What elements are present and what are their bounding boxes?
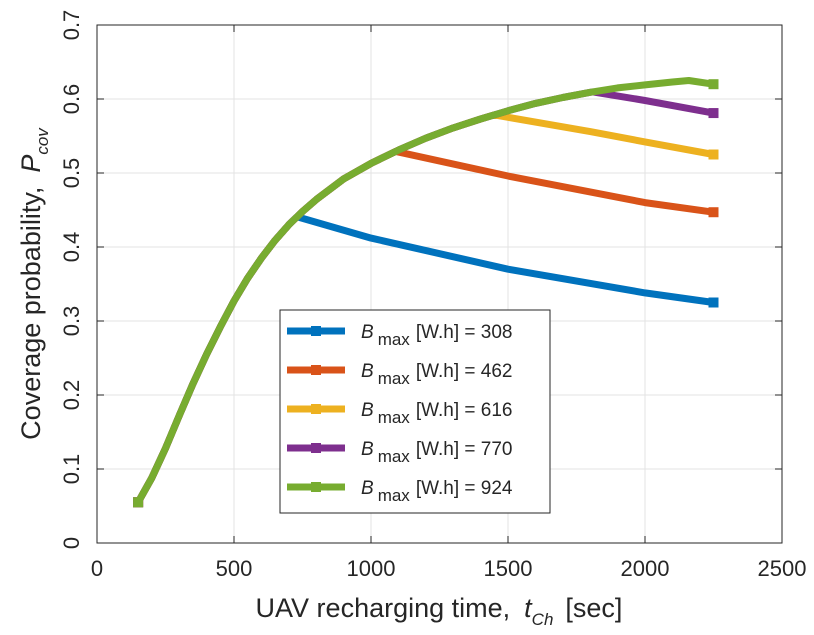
legend-swatch-marker [311, 326, 321, 336]
legend-swatch-marker [311, 443, 321, 453]
y-tick-label: 0 [59, 537, 84, 549]
y-tick-label: 0.6 [59, 84, 84, 115]
series-line [135, 77, 715, 505]
y-tick-label: 0.7 [59, 10, 84, 41]
x-tick-label: 500 [216, 556, 253, 581]
series-endpoint-marker [708, 297, 719, 308]
x-tick-label: 2000 [621, 556, 670, 581]
x-axis-ticks: 0 500 1000 1500 2000 2500 [91, 25, 807, 581]
y-axis-label: Coverage probability,Pcov [16, 127, 52, 440]
y-tick-label: 0.3 [59, 306, 84, 337]
series-endpoint-marker [708, 207, 719, 218]
x-tick-label: 2500 [758, 556, 807, 581]
y-tick-label: 0.4 [59, 232, 84, 263]
x-tick-label: 0 [91, 556, 103, 581]
series-endpoint-marker [708, 79, 719, 90]
series-endpoint-marker [133, 497, 144, 508]
y-axis-ticks: 0 0.1 0.2 0.3 0.4 0.5 0.6 0.7 [59, 10, 782, 549]
y-tick-label: 0.5 [59, 158, 84, 189]
series-endpoint-marker [708, 149, 719, 160]
series-layer [133, 77, 719, 508]
x-tick-label: 1500 [484, 556, 533, 581]
plot-area-border [96, 24, 783, 544]
legend-swatch-marker [311, 482, 321, 492]
y-tick-label: 0.1 [59, 454, 84, 485]
x-tick-label: 1000 [347, 556, 396, 581]
series-endpoint-marker [708, 108, 719, 119]
legend-swatch-marker [311, 404, 321, 414]
legend-swatch-marker [311, 365, 321, 375]
series-5 [133, 77, 719, 508]
x-axis-label: UAV recharging time, tCh [sec] [256, 593, 623, 629]
y-tick-label: 0.2 [59, 380, 84, 411]
